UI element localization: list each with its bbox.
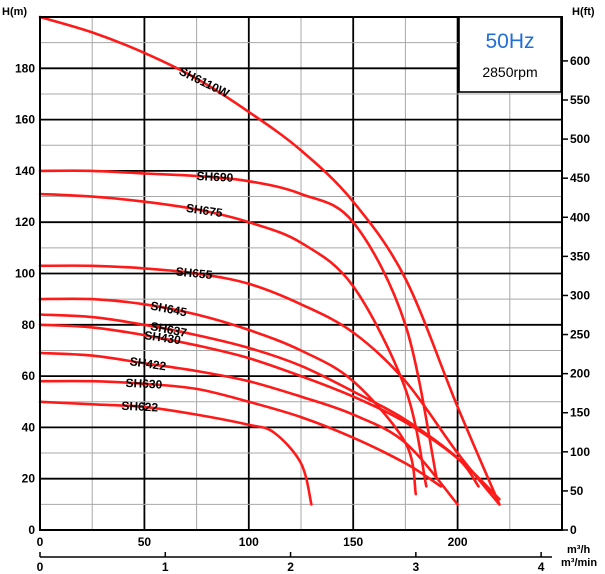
y-tick-right-label: 0 [570, 523, 577, 537]
x-tick-label: 50 [138, 535, 152, 549]
curve-label-sh630: SH630 [125, 376, 163, 392]
y-tick-right-label: 350 [570, 249, 590, 263]
curve-sh690 [38, 169, 438, 480]
y-tick-left-label: 140 [15, 164, 35, 178]
curve-sh645 [38, 297, 418, 496]
y-tick-right-label: 450 [570, 171, 590, 185]
x-secondary-tick-label: 0 [37, 560, 44, 574]
x-tick-label: 0 [37, 535, 44, 549]
curve-label-sh655: SH655 [175, 264, 213, 282]
y-tick-left-label: 60 [22, 369, 36, 383]
y-tick-left-label: 80 [22, 318, 36, 332]
x-secondary-tick-label: 2 [287, 560, 294, 574]
curve-sh675 [38, 192, 428, 488]
y-tick-right-label: 250 [570, 328, 590, 342]
frequency-label: 50Hz [485, 30, 534, 53]
grid [39, 16, 563, 531]
x-secondary-tick-label: 1 [162, 560, 169, 574]
curve-label-sh690: SH690 [196, 169, 234, 185]
y-tick-right-label: 50 [570, 484, 584, 498]
curve-label-sh430: SH430 [143, 328, 182, 347]
y-tick-right-label: 550 [570, 93, 590, 107]
curve-label-sh622: SH622 [121, 399, 159, 415]
y-tick-right-label: 500 [570, 132, 590, 146]
x-secondary-tick-label: 4 [538, 560, 545, 574]
curves [38, 15, 501, 506]
info-box: 50Hz 2850rpm [458, 16, 562, 93]
curve-sh630 [38, 379, 443, 488]
x-tick-label: 200 [448, 535, 468, 549]
curve-sh655 [38, 264, 501, 506]
y-tick-right-label: 200 [570, 367, 590, 381]
y-tick-right-label: 150 [570, 406, 590, 420]
y-axis-right-title: H(ft) [572, 6, 595, 18]
plot-border [39, 16, 563, 531]
speed-label: 2850rpm [482, 64, 537, 80]
y-tick-right-label: 100 [570, 445, 590, 459]
y-tick-left-label: 120 [15, 215, 35, 229]
curve-sh430 [38, 323, 501, 501]
curve-label-sh675: SH675 [185, 201, 224, 220]
y-tick-left-label: 160 [15, 113, 35, 127]
curve-sh622 [38, 400, 313, 506]
x-axis-secondary-title: m³/min [561, 557, 597, 569]
y-tick-left-label: 180 [15, 61, 35, 75]
y-axis-left-title: H(m) [2, 6, 27, 18]
x-tick-label: 150 [343, 535, 363, 549]
y-tick-right-label: 600 [570, 54, 590, 68]
y-tick-right-label: 400 [570, 210, 590, 224]
curve-label-sh645: SH645 [149, 299, 188, 320]
curve-label-sh422: SH422 [129, 354, 168, 373]
y-tick-left-label: 100 [15, 267, 35, 281]
curve-sh6110w [38, 15, 501, 506]
axes: 0204060801001201401601800501001502002503… [15, 16, 590, 574]
curve-sh422 [38, 351, 459, 506]
x-tick-label: 100 [239, 535, 259, 549]
y-tick-left-label: 20 [22, 472, 36, 486]
y-tick-left-label: 0 [28, 523, 35, 537]
y-tick-right-label: 300 [570, 288, 590, 302]
x-axis-primary-title: m³/h [567, 544, 591, 556]
x-secondary-tick-label: 3 [412, 560, 419, 574]
curve-label-sh637: SH637 [149, 319, 188, 340]
y-tick-left-label: 40 [22, 420, 36, 434]
curve-label-sh6110w: SH6110W [177, 64, 232, 101]
